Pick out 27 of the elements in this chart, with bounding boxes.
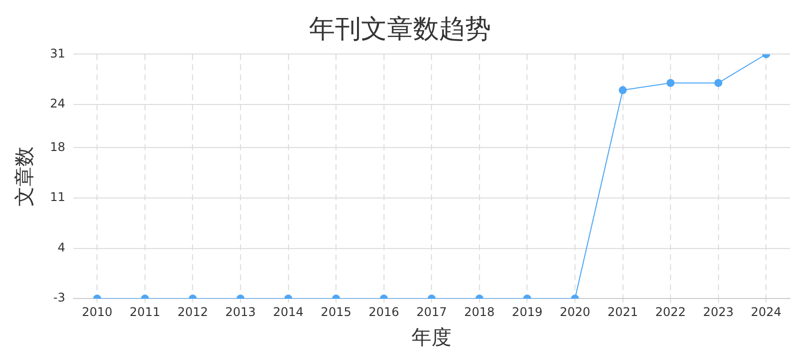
x-tick-label: 2017 <box>416 304 447 319</box>
point <box>714 78 722 87</box>
y-tick-label: -3 <box>53 290 66 305</box>
point <box>666 78 675 87</box>
y-tick-label: 4 <box>58 240 66 254</box>
x-tick-label: 2015 <box>320 304 352 319</box>
x-tick-label: 2014 <box>273 304 304 319</box>
point <box>618 86 627 94</box>
x-tick-label: 2022 <box>655 304 686 319</box>
x-tick-label: 2023 <box>703 304 734 319</box>
x-tick-label: 2010 <box>82 304 112 319</box>
y-tick-label: 24 <box>50 96 66 111</box>
x-tick-label: 2018 <box>464 304 495 319</box>
x-tick-label: 2021 <box>607 304 638 319</box>
y-tick-label: 18 <box>50 140 66 154</box>
y-tick-label: 31 <box>50 46 66 60</box>
x-tick-label: 2024 <box>750 304 782 319</box>
chart-title: 年刊文章数趋势 <box>309 14 491 44</box>
y-tick-label: 11 <box>50 190 66 204</box>
x-tick-label: 2011 <box>130 304 160 319</box>
x-tick-label: 2013 <box>225 304 256 319</box>
y-axis-title: 文章数 <box>12 146 36 206</box>
x-tick-label: 2016 <box>368 304 400 319</box>
x-tick-label: 2020 <box>560 304 590 319</box>
x-tick-label: 2019 <box>512 304 542 319</box>
x-axis-title: 年度 <box>412 325 452 350</box>
x-tick-label: 2012 <box>177 304 208 319</box>
